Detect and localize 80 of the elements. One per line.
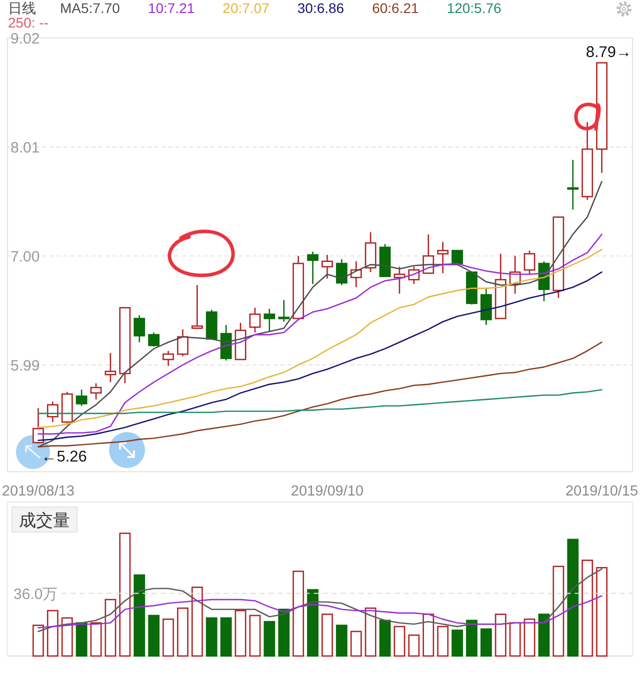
candlestick bbox=[90, 382, 102, 400]
legend-label: 250: -- bbox=[8, 14, 49, 30]
text: 20:7.07 bbox=[222, 0, 270, 16]
x-tick-label: 2019/10/15 bbox=[565, 484, 638, 500]
bar bbox=[509, 622, 521, 657]
candlestick bbox=[46, 400, 58, 423]
bar bbox=[32, 624, 44, 657]
candlestick bbox=[452, 250, 463, 264]
candlestick bbox=[32, 407, 44, 444]
bar bbox=[422, 614, 434, 657]
bar bbox=[567, 538, 579, 657]
bar bbox=[552, 566, 564, 657]
candlestick bbox=[162, 350, 174, 367]
candlestick bbox=[177, 328, 188, 357]
candlestick bbox=[336, 258, 348, 286]
y-tick-label: 7.00 bbox=[10, 248, 40, 266]
bar bbox=[119, 532, 131, 657]
y-tick-label: 8.01 bbox=[10, 139, 40, 156]
bar bbox=[437, 626, 449, 657]
bar bbox=[322, 614, 333, 657]
bar bbox=[61, 617, 73, 657]
candlestick bbox=[148, 332, 160, 348]
annotation: 8.79→ bbox=[586, 44, 632, 61]
y-tick-label: 9.02 bbox=[10, 30, 40, 48]
bar bbox=[134, 574, 146, 657]
candlestick bbox=[524, 250, 536, 275]
bar bbox=[90, 622, 102, 657]
candlestick bbox=[249, 307, 261, 334]
bar bbox=[264, 620, 276, 657]
bar bbox=[177, 608, 188, 657]
bar bbox=[452, 630, 463, 657]
x-tick-label: 2019/08/13 bbox=[2, 484, 75, 500]
bar bbox=[596, 567, 608, 657]
candlestick bbox=[104, 352, 116, 383]
bar bbox=[394, 626, 406, 657]
bar bbox=[538, 614, 550, 657]
bar bbox=[466, 620, 478, 657]
bar bbox=[379, 620, 391, 657]
bar bbox=[148, 614, 160, 657]
text: MA5:7.70 bbox=[60, 0, 120, 16]
text: 30:6.86 bbox=[297, 0, 344, 16]
candlestick bbox=[278, 300, 290, 322]
annotation: ←5.26 bbox=[41, 448, 87, 466]
ref-line-label: 36.0万 bbox=[14, 586, 58, 603]
candlestick bbox=[322, 254, 333, 280]
bar bbox=[191, 586, 203, 657]
candlestick bbox=[437, 241, 449, 274]
bar bbox=[350, 630, 362, 657]
bar bbox=[307, 589, 318, 657]
bar bbox=[206, 617, 218, 657]
candlestick bbox=[264, 308, 276, 332]
bar bbox=[234, 610, 246, 657]
candlestick bbox=[567, 159, 579, 210]
candlestick bbox=[307, 250, 318, 285]
x-tick-label: 2019/09/10 bbox=[290, 484, 364, 500]
bar bbox=[336, 624, 348, 657]
bar bbox=[46, 610, 58, 657]
candlestick bbox=[394, 266, 406, 294]
chart-title: 成交量 bbox=[19, 511, 70, 530]
candlestick bbox=[191, 284, 203, 329]
text: 120:5.76 bbox=[446, 0, 502, 16]
bar bbox=[524, 618, 536, 657]
candlestick bbox=[134, 314, 146, 343]
bar bbox=[408, 634, 420, 657]
chart-title: 日线 bbox=[8, 0, 36, 16]
bar bbox=[582, 560, 594, 657]
bar bbox=[278, 608, 290, 657]
candlestick bbox=[76, 389, 88, 407]
bar bbox=[162, 618, 174, 657]
bar bbox=[292, 570, 304, 657]
bar bbox=[104, 598, 116, 657]
bar bbox=[364, 608, 376, 657]
y-tick-label: 5.99 bbox=[10, 357, 40, 374]
text: 60:6.21 bbox=[372, 0, 420, 16]
bar bbox=[494, 614, 506, 657]
bar bbox=[76, 622, 88, 657]
bar bbox=[249, 614, 261, 657]
text: 10:7.21 bbox=[148, 0, 195, 16]
bar bbox=[480, 628, 492, 657]
bar bbox=[220, 617, 232, 657]
